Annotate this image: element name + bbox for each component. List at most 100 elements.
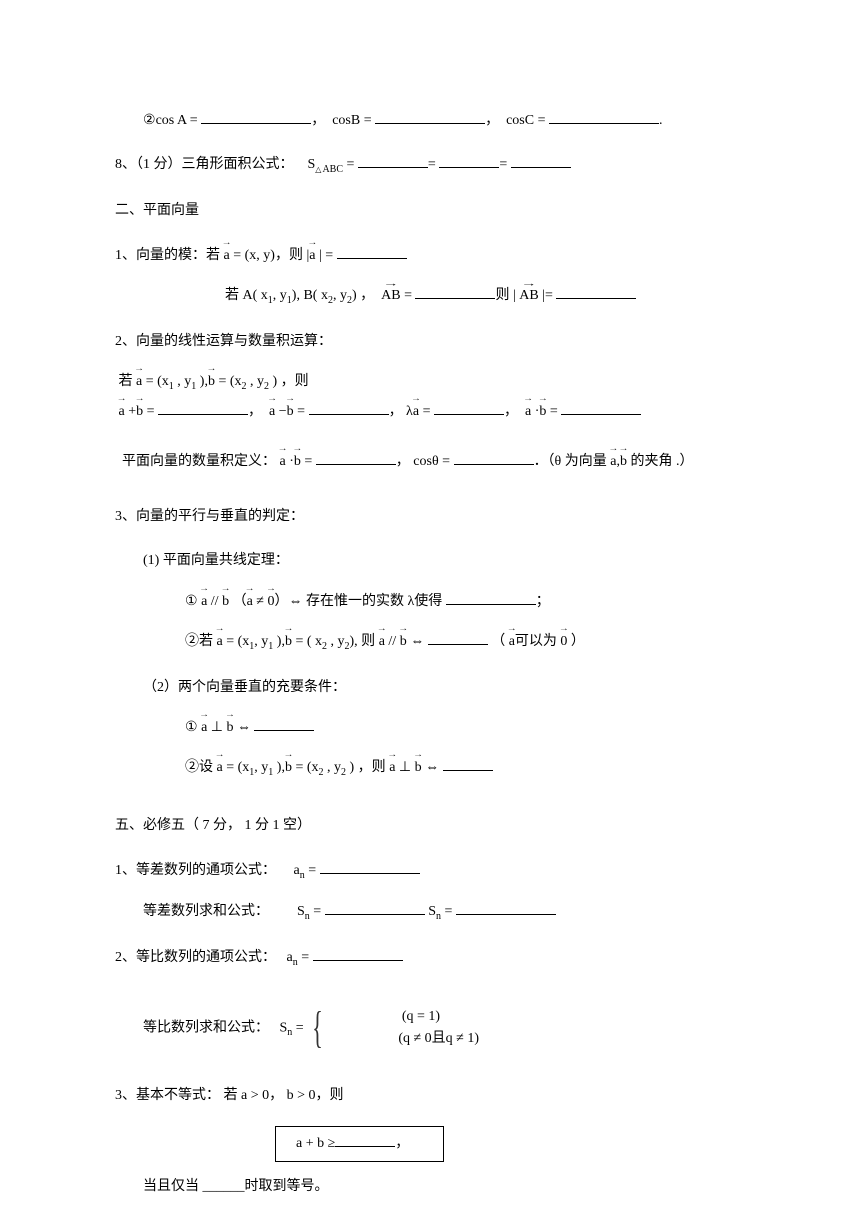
- t: −: [275, 404, 286, 419]
- vec-a: a: [217, 631, 223, 653]
- t: 可以为: [515, 634, 561, 649]
- blank: [325, 901, 425, 915]
- t: =: [298, 950, 313, 965]
- t: ）⇔ 存在惟一的实数 λ使得: [274, 594, 445, 609]
- t: ), B( x: [292, 288, 328, 303]
- t: .: [659, 113, 663, 128]
- blank: [375, 110, 485, 124]
- vec-b: b: [285, 631, 292, 653]
- t: ①: [185, 720, 201, 735]
- t: ) ，则: [269, 374, 309, 389]
- t: ⇔: [407, 634, 428, 649]
- t: （: [488, 634, 509, 649]
- vec-b: b: [208, 371, 215, 393]
- t: 则 |: [495, 288, 519, 303]
- t: = (x: [142, 374, 169, 389]
- t: = (x: [223, 634, 250, 649]
- t: =: [143, 404, 158, 419]
- t: ·: [286, 454, 294, 469]
- t: 的夹角 .）: [627, 454, 694, 469]
- vec-b: b: [226, 717, 233, 739]
- blank: [309, 401, 389, 415]
- vec-b: b: [294, 451, 301, 473]
- t: , y: [254, 760, 268, 775]
- line-box: a + b ≥ ，: [115, 1126, 750, 1162]
- blank: [358, 154, 428, 168]
- t: =: [401, 288, 416, 303]
- vec-b: b: [287, 401, 294, 423]
- line-linear: 2、向量的线性运算与数量积运算：: [115, 331, 750, 353]
- t: , y: [174, 374, 192, 389]
- vec-a: a: [269, 401, 275, 423]
- blank: [337, 245, 407, 259]
- t: a + b ≥: [296, 1136, 335, 1151]
- t: , y: [254, 634, 268, 649]
- t: cosC =: [506, 113, 545, 128]
- blank: [320, 860, 420, 874]
- line-geo-sn: 等比数列求和公式： Sn = { (q = 1) (q ≠ 0且q ≠ 1): [115, 993, 750, 1063]
- t: = (x: [215, 374, 242, 389]
- line-arith-an: 1、等差数列的通项公式： an =: [115, 860, 750, 884]
- t: =: [546, 404, 561, 419]
- t: | =: [315, 248, 336, 263]
- t: ⇔: [422, 760, 443, 775]
- line-perp1: ① a ⊥ b ⇔: [115, 717, 750, 739]
- line-arith-sn: 等差数列求和公式： Sn = Sn =: [115, 901, 750, 925]
- t: =: [292, 1020, 307, 1035]
- vec-b: b: [285, 757, 292, 779]
- t: 1、向量的模：若: [115, 248, 224, 263]
- t: ）: [567, 634, 585, 649]
- t: 2、等比数列的通项公式：: [115, 950, 276, 965]
- blank: [434, 401, 504, 415]
- line-ineq: 3、基本不等式： 若 a > 0， b > 0，则: [115, 1085, 750, 1107]
- t: 二、平面向量: [115, 203, 199, 218]
- t: 等比数列求和公式：: [143, 1020, 269, 1035]
- vec-a: a: [201, 717, 207, 739]
- blank: [415, 285, 495, 299]
- t: ，: [311, 113, 325, 128]
- t: ⊥: [395, 760, 414, 775]
- t: =: [310, 904, 325, 919]
- vec-b: b: [415, 757, 422, 779]
- blank: [549, 110, 659, 124]
- blank: [158, 401, 248, 415]
- line-AB: 若 A( x1, y1), B( x2, y2) ， AB = 则 | AB |…: [115, 285, 750, 309]
- t: ), 则: [350, 634, 379, 649]
- t: ·: [531, 404, 539, 419]
- blank: [443, 757, 493, 771]
- t: = ( x: [292, 634, 322, 649]
- t: cosB =: [332, 113, 371, 128]
- t: , y: [333, 288, 347, 303]
- t: 平面向量的数量积定义：: [122, 454, 280, 469]
- t: ．（θ 为向量: [534, 454, 611, 469]
- t: 1、等差数列的通项公式：: [115, 863, 276, 878]
- t: 当且仅当 ______时取到等号。: [143, 1179, 329, 1194]
- t: ，: [485, 113, 499, 128]
- t: , y: [247, 374, 265, 389]
- t: ，: [395, 1136, 409, 1151]
- t: ≠: [253, 594, 268, 609]
- vec-a: a: [280, 451, 286, 473]
- t: |=: [539, 288, 557, 303]
- vec-AB: AB: [519, 285, 538, 307]
- line-par-head: 3、向量的平行与垂直的判定：: [115, 506, 750, 528]
- t: ， λ: [389, 404, 413, 419]
- t: =: [419, 404, 434, 419]
- t: cos A =: [156, 113, 198, 128]
- blank: [561, 401, 641, 415]
- vec-b: b: [136, 401, 143, 423]
- t: （2）两个向量垂直的充要条件：: [143, 680, 346, 695]
- vec-b: b: [620, 451, 627, 473]
- blank: [335, 1133, 395, 1147]
- vec-a: a: [525, 401, 531, 423]
- blank: [428, 631, 488, 645]
- vec-a: a: [413, 401, 419, 423]
- blank: [201, 110, 311, 124]
- blank: [454, 451, 534, 465]
- blank: [511, 154, 571, 168]
- t: ABC: [322, 164, 343, 175]
- blank: [313, 947, 403, 961]
- t: ②: [143, 113, 156, 128]
- t: ⇔: [233, 720, 254, 735]
- t: =: [305, 863, 320, 878]
